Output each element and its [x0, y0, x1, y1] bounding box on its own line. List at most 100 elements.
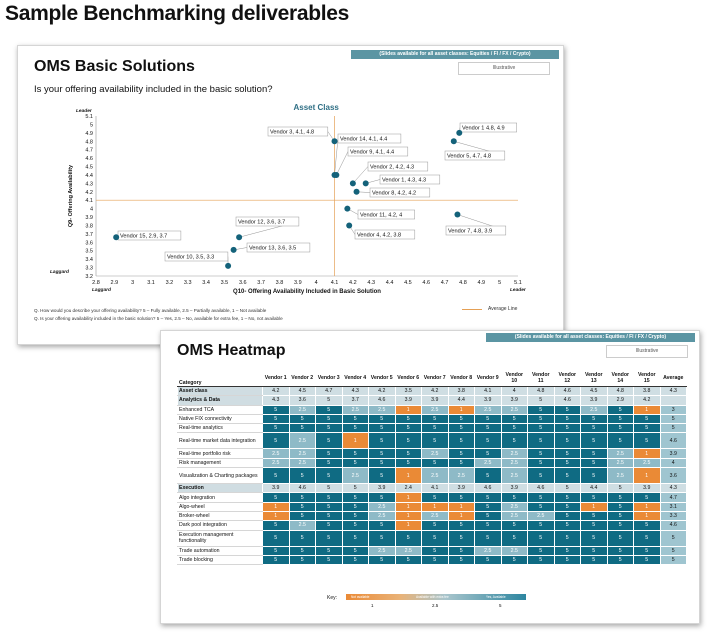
score-cell: 5	[474, 432, 502, 450]
score-cell: 5	[421, 413, 449, 425]
score-cell: 5	[447, 520, 475, 531]
score-cell: 2.5	[606, 467, 634, 485]
heatmap-table: Category Vendor 1 Vendor 2 Vendor 3 Vendor 4…	[177, 369, 687, 566]
score-cell: 5	[580, 545, 608, 556]
score-cell: 2.5	[500, 467, 528, 485]
score-cell: 3.9	[421, 395, 449, 406]
score-cell: 2.5	[421, 510, 449, 522]
score-cell: 2.5	[500, 545, 528, 556]
score-cell: 5	[447, 492, 475, 503]
score-cell: 5	[553, 423, 581, 434]
score-cell: 5	[553, 483, 581, 494]
x-tick-label: 5.1	[514, 280, 522, 286]
score-cell: 5	[421, 432, 449, 450]
slide-title: OMS Heatmap	[177, 342, 286, 359]
point-leader-line	[352, 166, 369, 184]
score-cell: 5	[527, 520, 555, 531]
score-cell: 5	[606, 413, 634, 425]
score-cell: 5	[341, 483, 369, 494]
average-line-legend-label: Average Line	[488, 306, 518, 312]
heatmap-row: Dark pool integration 5 2.5 5 5 5 1 5 5 5 5 5 5 5 5 5 4.…	[177, 520, 687, 531]
score-cell: 3.9	[447, 483, 475, 494]
row-category-label: Risk management	[177, 457, 263, 469]
score-cell: 5	[447, 545, 475, 556]
score-cell: 4.8	[527, 385, 555, 397]
row-category-label: Algo integration	[177, 492, 263, 503]
score-cell: 5	[527, 554, 555, 566]
score-cell: 1	[262, 501, 290, 512]
point-label-box	[164, 251, 229, 262]
point-label: Vendor 1, 4.3, 4.3	[382, 177, 426, 183]
score-cell: 5	[553, 413, 581, 425]
score-cell: 5	[288, 492, 316, 503]
score-cell: 5	[606, 483, 634, 494]
vendor-header: Vendor 8	[447, 369, 475, 387]
score-cell: 2.5	[394, 545, 422, 556]
x-tick-label: 4.5	[404, 280, 412, 286]
point-label: Vendor 15, 2.9, 3.7	[120, 233, 167, 239]
score-cell: 2.5	[500, 457, 528, 469]
score-cell: 2.9	[606, 395, 634, 406]
x-tick-label: 3.6	[239, 280, 247, 286]
score-cell: 4.7	[315, 385, 343, 397]
score-cell: 5	[262, 404, 290, 415]
vendor-header: Vendor 4	[341, 369, 369, 387]
average-cell	[659, 395, 687, 406]
page-title: Sample Benchmarking deliverables	[5, 2, 350, 25]
score-cell: 5	[447, 413, 475, 425]
heatmap-row: Real-time market data integration 5 2.5 5 1 5…	[177, 432, 687, 450]
point-label: Vendor 4, 4.2, 3.8	[357, 232, 401, 238]
score-cell: 4.1	[474, 385, 502, 397]
score-cell: 5	[633, 529, 661, 547]
x-tick-label: 4.1	[331, 280, 339, 286]
point-label: Vendor 8, 4.2, 4.2	[372, 190, 416, 196]
score-cell: 2.5	[447, 467, 475, 485]
data-point	[225, 262, 232, 269]
score-cell: 4.8	[606, 385, 634, 397]
score-cell: 5	[288, 529, 316, 547]
average-cell: 3.1	[659, 501, 687, 512]
score-cell: 4.3	[262, 395, 290, 406]
score-cell: 5	[527, 395, 555, 406]
score-cell: 5	[315, 457, 343, 469]
score-cell: 1	[633, 448, 661, 459]
point-label-box	[369, 187, 431, 198]
score-cell: 5	[341, 529, 369, 547]
average-cell: 3.3	[659, 510, 687, 522]
vendor-header: Vendor 11	[527, 369, 555, 387]
score-cell: 5	[527, 492, 555, 503]
x-tick-label: 3.9	[294, 280, 302, 286]
score-cell: 5	[500, 432, 528, 450]
point-label: Vendor 1 4.8, 4.9	[462, 125, 505, 131]
score-cell: 5	[315, 395, 343, 406]
vendor-header: Vendor 14	[606, 369, 634, 387]
score-cell: 5	[606, 529, 634, 547]
y-tick-label: 4.9	[85, 131, 93, 137]
scatter-slide: (Slides available for all asset classes:…	[17, 45, 564, 345]
score-cell: 5	[368, 467, 396, 485]
asset-class-tag: (Slides available for all asset classes:…	[486, 333, 695, 342]
score-cell: 2.5	[580, 404, 608, 415]
score-cell: 2.5	[288, 448, 316, 459]
score-cell: 5	[447, 448, 475, 459]
score-cell: 1	[447, 404, 475, 415]
heatmap-row: Trade automation 5 5 5 5 2.5 2.5 5 5 2.5 2.5 5 5 5 5 5 5	[177, 545, 687, 556]
score-cell: 5	[341, 501, 369, 512]
y-tick-label: 4.3	[85, 181, 93, 187]
score-cell: 4.6	[553, 385, 581, 397]
point-label: Vendor 9, 4.1, 4.4	[350, 149, 394, 155]
point-label: Vendor 13, 3.6, 3.5	[249, 245, 296, 251]
score-cell: 4.2	[368, 385, 396, 397]
score-cell: 5	[315, 413, 343, 425]
key-gradient-bar	[346, 594, 526, 600]
score-cell: 3.9	[500, 483, 528, 494]
score-cell: 1	[447, 510, 475, 522]
x-tick-label: 4.3	[367, 280, 375, 286]
score-cell: 5	[315, 448, 343, 459]
score-cell: 2.5	[500, 448, 528, 459]
score-cell: 5	[606, 501, 634, 512]
average-cell: 5	[659, 529, 687, 547]
score-cell: 2.5	[421, 448, 449, 459]
average-line-legend-swatch	[462, 309, 482, 310]
x-tick-label: 3.8	[276, 280, 284, 286]
